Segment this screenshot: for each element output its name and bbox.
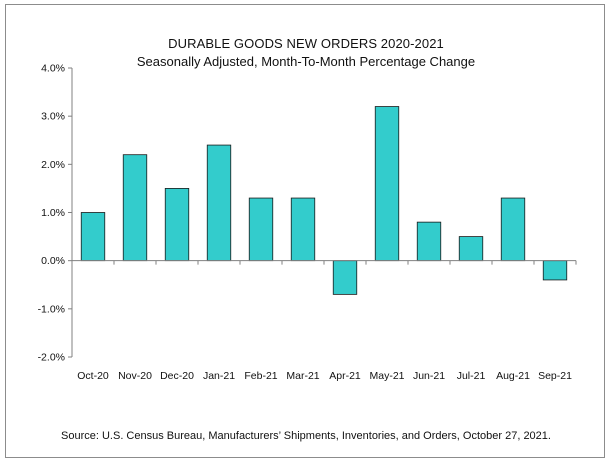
bar [458,236,484,262]
x-tick-label: Jun-21 [413,370,445,382]
y-tick-label: 0.0% [41,255,65,267]
bar [542,260,568,281]
bar [164,188,190,262]
y-axis: 4.0% 3.0% 2.0% 1.0% 0.0% -1.0% -2.0% [38,63,73,364]
bar [374,106,400,262]
x-tick-label: Nov-20 [118,370,152,382]
y-tick-label: -2.0% [38,352,65,364]
bar [500,197,526,262]
x-tick-label: May-21 [369,370,404,382]
x-tick-label: Aug-21 [496,370,530,382]
bar [248,197,274,262]
bars [80,106,568,295]
y-tick-label: 3.0% [41,111,65,123]
bar [122,154,148,262]
x-tick-label: Feb-21 [244,370,277,382]
bar [332,260,358,295]
x-tick-label: Apr-21 [329,370,361,382]
chart-subtitle: Seasonally Adjusted, Month-To-Month Perc… [136,54,476,69]
x-tick-label: Jan-21 [203,370,235,382]
x-tick-label: Mar-21 [286,370,319,382]
bar [290,197,316,262]
x-tick-label: Dec-20 [160,370,194,382]
y-tick-label: 4.0% [41,63,65,75]
bar [206,144,232,262]
x-tick-label: Sep-21 [538,370,572,382]
x-tick-label: Jul-21 [457,370,486,382]
y-tick-label: 1.0% [41,207,65,219]
x-axis: Oct-20 Nov-20 Dec-20 Jan-21 Feb-21 Mar-21 Apr-… [71,260,577,382]
source-note: Source: U.S. Census Bureau, Manufacturer… [61,430,551,442]
chart-title: DURABLE GOODS NEW ORDERS 2020-2021 [168,36,444,51]
bar [416,221,442,262]
bar [80,212,106,262]
y-tick-label: 2.0% [41,159,65,171]
y-tick-label: -1.0% [38,303,65,315]
x-tick-label: Oct-20 [77,370,109,382]
